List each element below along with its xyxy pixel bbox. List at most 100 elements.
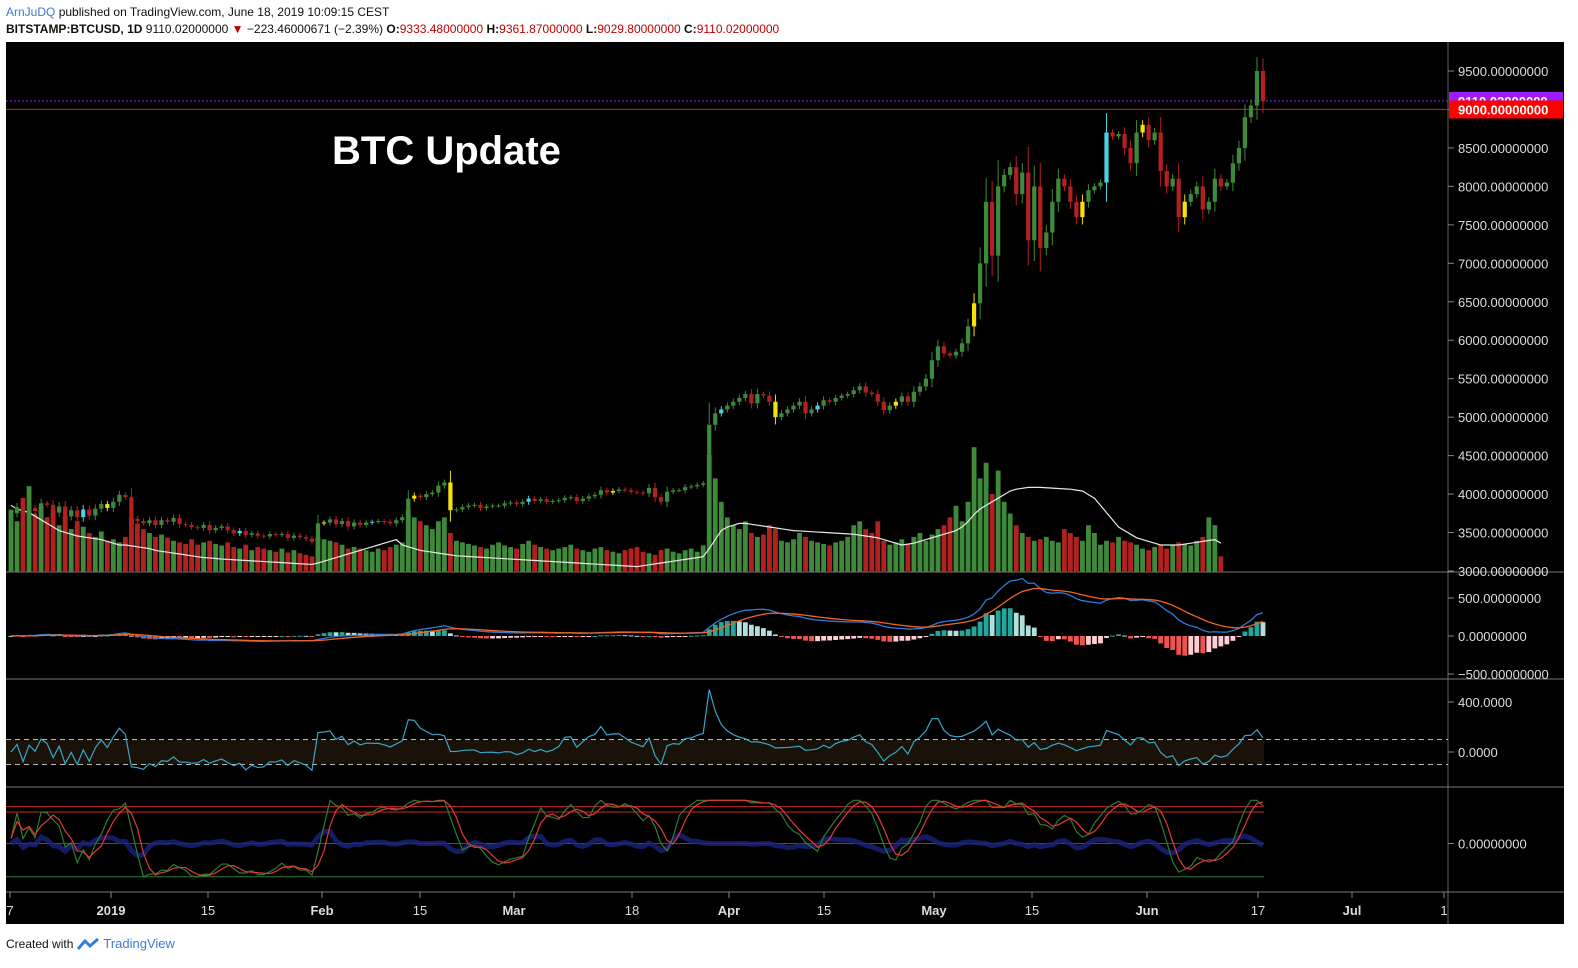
macd-histogram-bar — [1092, 636, 1097, 645]
volume-bar — [905, 543, 911, 572]
macd-histogram-bar — [971, 626, 977, 636]
macd-histogram-bar — [610, 635, 616, 637]
volume-bar — [857, 521, 863, 572]
price-scale-background[interactable] — [1448, 42, 1564, 924]
candle-body — [1062, 178, 1067, 187]
volume-bar — [1098, 544, 1103, 572]
axes: 9500.00000000 9000.00000000 8500.00000000 8… — [6, 64, 1563, 918]
volume-bar — [68, 529, 74, 572]
volume-bar — [135, 523, 140, 572]
volume-bar — [929, 534, 935, 572]
macd-histogram-bar — [562, 636, 568, 637]
macd-histogram-bar — [959, 630, 965, 636]
volume-bar — [827, 545, 833, 572]
volume-bar — [815, 542, 820, 572]
time-tick-label: 1 — [1440, 903, 1447, 918]
candle-body — [1158, 132, 1163, 171]
candle-body — [38, 503, 44, 511]
volume-bar — [279, 548, 285, 572]
candle-body — [466, 505, 471, 508]
author-link[interactable]: ArnJuDQ — [6, 5, 56, 19]
macd-histogram-bar — [670, 636, 676, 637]
macd-histogram-bar — [1037, 636, 1043, 637]
macd-histogram-bar — [851, 636, 857, 639]
candle-body — [454, 509, 459, 511]
volume-bar — [532, 544, 538, 572]
volume-bar — [44, 517, 50, 572]
brand-label[interactable]: TradingView — [103, 936, 175, 951]
cci-tick-label: 400.0000 — [1458, 695, 1512, 710]
candle-body — [1122, 134, 1127, 148]
volume-bar — [141, 529, 146, 572]
macd-histogram-bar — [983, 613, 989, 636]
volume-bar — [718, 501, 724, 572]
high-value: 9361.87000000 — [499, 22, 583, 36]
candle-body — [875, 394, 880, 402]
volume-bar — [1025, 536, 1031, 572]
macd-histogram-bar — [1049, 636, 1055, 642]
volume-bar — [369, 551, 375, 572]
volume-bar — [1200, 536, 1206, 572]
candle-body — [1152, 132, 1157, 141]
candle-body — [400, 517, 405, 521]
candle-body — [833, 397, 838, 402]
macd-histogram-bar — [1104, 636, 1109, 639]
volume-bar — [598, 547, 604, 572]
macd-histogram-bar — [706, 629, 712, 636]
volume-bar — [809, 540, 814, 572]
volume-bar — [303, 554, 309, 572]
candle-body — [869, 392, 874, 395]
macd-histogram-bar — [676, 636, 682, 637]
volume-bar — [658, 550, 664, 572]
chart-canvas[interactable]: 9500.00000000 9000.00000000 8500.00000000 8… — [0, 42, 1568, 928]
candle-body — [424, 494, 429, 498]
candle-body — [779, 413, 784, 418]
macd-histogram-bar — [1212, 636, 1218, 649]
volume-bar — [86, 533, 92, 572]
candle-body — [1230, 163, 1236, 183]
macd-histogram-bar — [767, 630, 772, 636]
macd-histogram-bar — [1158, 636, 1164, 644]
candle-body — [1038, 186, 1043, 248]
volume-bar — [321, 539, 327, 572]
candle-body — [26, 507, 32, 518]
candle-body — [243, 531, 248, 535]
macd-histogram-bar — [508, 636, 514, 638]
down-arrow-icon: ▼ — [231, 22, 244, 36]
time-tick-label: 15 — [1025, 903, 1039, 918]
volume-bar — [315, 536, 321, 572]
macd-histogram-bar — [309, 636, 315, 637]
macd-histogram-bar — [1073, 636, 1079, 645]
close-label: C: — [684, 22, 697, 36]
candle-body — [345, 521, 351, 527]
volume-bar — [405, 509, 411, 572]
candle-body — [664, 491, 670, 502]
candle-body — [51, 504, 56, 513]
volume-bar — [423, 525, 429, 572]
candle-body — [580, 498, 585, 501]
candle-body — [1200, 186, 1205, 210]
candle-body — [1002, 174, 1007, 187]
macd-histogram-bar — [604, 635, 610, 637]
volume-bar — [845, 536, 851, 572]
macd-histogram-bar — [718, 622, 724, 636]
volume-bar — [435, 521, 441, 572]
close-value: 9110.02000000 — [696, 22, 780, 36]
volume-bar — [917, 533, 923, 572]
macd-histogram-bar — [923, 636, 929, 637]
candle-body — [749, 394, 754, 404]
candle-body — [57, 506, 62, 513]
volume-bar — [267, 550, 273, 572]
macd-histogram-bar — [423, 630, 429, 636]
volume-bar — [20, 497, 26, 572]
volume-bar — [351, 547, 357, 572]
candle-body — [1068, 186, 1073, 202]
time-tick-label: Jun — [1135, 903, 1158, 918]
macd-histogram-bar — [141, 636, 146, 639]
publish-line: ArnJuDQ published on TradingView.com, Ju… — [6, 5, 389, 19]
macd-pane — [8, 577, 1266, 656]
volume-bar — [1080, 540, 1085, 572]
volume-bar — [1128, 542, 1133, 572]
macd-histogram-bar — [8, 636, 14, 637]
macd-histogram-bar — [598, 635, 604, 637]
